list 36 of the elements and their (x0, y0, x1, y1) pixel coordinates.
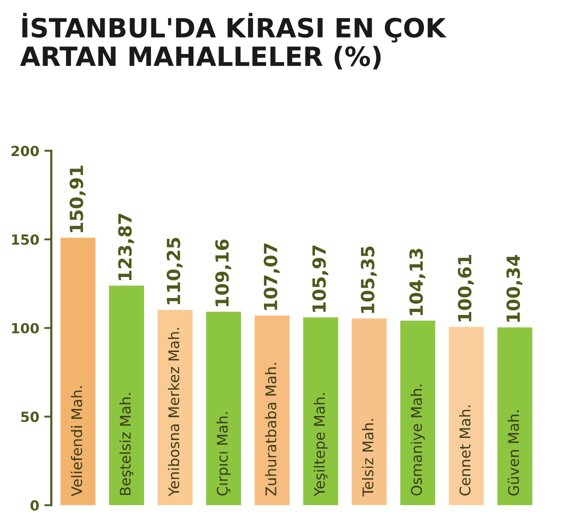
data-label: 100,61 (458, 254, 474, 322)
chart-title: İSTANBUL'DA KİRASI EN ÇOK ARTAN MAHALLELER (%) (20, 12, 447, 70)
bar (352, 318, 387, 506)
bar (303, 317, 338, 506)
bar (158, 310, 193, 506)
bar (206, 312, 242, 506)
data-label: 109,16 (215, 240, 232, 306)
x-tick-label: Yeşiltepe Mah. (314, 393, 328, 496)
data-label: 107,07 (264, 244, 280, 310)
y-tick-label: 100 (12, 322, 39, 334)
bar (60, 238, 96, 506)
x-tick-label: Osmaniye Mah. (410, 384, 425, 496)
x-tick-label: Güven Mah. (508, 410, 520, 496)
bar (254, 315, 290, 506)
bar (109, 286, 144, 506)
x-tick-label: Yenibosna Merkez Mah. (168, 328, 180, 496)
bar (400, 320, 436, 506)
x-tick-label: Beştelsiz Mah. (119, 393, 134, 495)
data-label: 110,25 (166, 238, 183, 304)
x-tick-label: Telsiz Mah. (362, 419, 374, 496)
bar (448, 326, 484, 506)
y-tick-label: 150 (12, 234, 39, 245)
data-label: 150,91 (70, 166, 86, 232)
x-tick-label: Zuhuratbaba Mah. (265, 363, 276, 496)
x-tick-label: Cennet Mah. (459, 406, 471, 496)
data-label: 104,13 (409, 248, 426, 316)
y-tick-label: 200 (12, 146, 39, 156)
data-label: 105,35 (360, 246, 377, 313)
y-tick-label: 50 (21, 412, 39, 422)
data-label: 105,97 (312, 246, 328, 312)
data-label: 100,34 (506, 254, 522, 322)
data-label: 123,87 (118, 214, 134, 280)
x-tick-label: Veliefendi Mah. (70, 386, 82, 496)
y-tick-label: 0 (30, 500, 39, 511)
bar (497, 327, 532, 506)
x-tick-label: Çırpıcı Mah. (216, 412, 231, 496)
